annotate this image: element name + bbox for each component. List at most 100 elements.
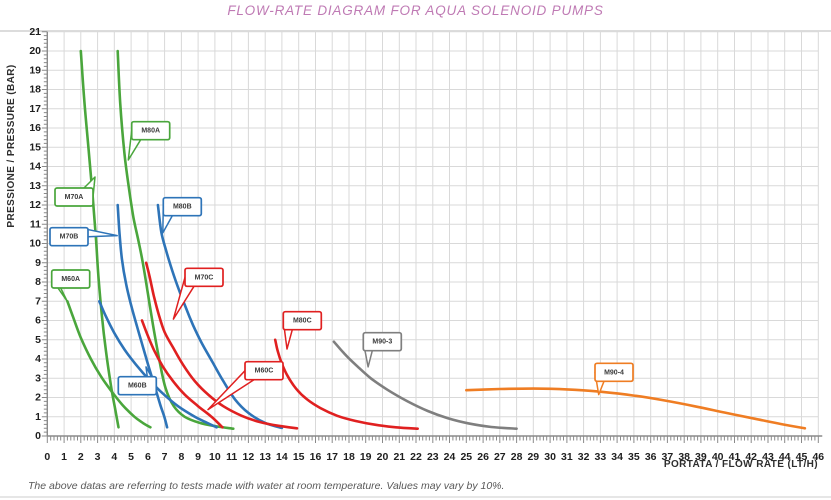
x-tick-label: 24 [444, 451, 456, 463]
x-tick-label: 2 [78, 451, 84, 463]
y-tick-label: 11 [30, 218, 41, 230]
x-tick-label: 16 [310, 451, 322, 463]
x-tick-label: 42 [745, 451, 757, 463]
y-tick-label: 9 [35, 257, 41, 269]
callout-label: M70C [195, 274, 214, 281]
x-tick-label: 34 [611, 451, 623, 463]
x-tick-label: 33 [595, 451, 607, 463]
label-m70a: M70A [54, 176, 96, 207]
y-tick-label: 8 [35, 276, 41, 288]
x-tick-label: 20 [377, 451, 389, 463]
x-tick-label: 14 [276, 451, 288, 463]
label-m70b: M70B [49, 226, 118, 247]
x-tick-label: 4 [111, 451, 117, 463]
label-m90-3: M90-3 [362, 331, 403, 368]
title-divider [0, 30, 831, 32]
x-tick-label: 25 [460, 451, 472, 463]
callout-label: M90-4 [604, 369, 624, 376]
callout-box [162, 196, 203, 217]
curve-m80c [273, 338, 419, 430]
callout-label: M90-3 [372, 339, 392, 346]
y-tick-label: 4 [35, 353, 41, 365]
x-tick-label: 6 [145, 451, 151, 463]
label-m60c: M60C [207, 360, 284, 411]
curve-m90-4 [465, 387, 807, 430]
curve-m60c [140, 319, 224, 429]
pump-curves [66, 49, 807, 430]
x-tick-label: 39 [695, 451, 707, 463]
x-tick-label: 35 [628, 451, 640, 463]
x-tick-label: 41 [729, 451, 741, 463]
x-tick-label: 26 [477, 451, 489, 463]
label-m80b: M80B [162, 196, 203, 234]
callout-box [54, 187, 94, 207]
x-tick-label: 36 [645, 451, 657, 463]
callout-label: M80B [173, 204, 192, 211]
x-tick-label: 46 [812, 451, 824, 463]
callout-box [50, 269, 91, 289]
x-tick-label: 45 [796, 451, 808, 463]
x-tick-label: 43 [762, 451, 774, 463]
x-tick-label: 32 [578, 451, 590, 463]
x-tick-label: 27 [494, 451, 506, 463]
x-tick-label: 5 [128, 451, 134, 463]
callout-label: M60C [255, 368, 274, 375]
y-tick-label: 17 [29, 103, 41, 115]
axes: 0 1 2 3 4 5 6 7 8 9 10 11 12 13 14 15 16 17 18 19 20 21 22 23 24… [29, 26, 824, 463]
x-tick-label: 17 [326, 451, 338, 463]
x-tick-label: 40 [712, 451, 724, 463]
y-axis-title: PRESSIONE / PRESSURE (BAR) [6, 64, 17, 227]
callout-box [184, 267, 224, 288]
callout-box [244, 360, 284, 381]
callout-label: M80A [141, 128, 160, 135]
x-tick-label: 1 [61, 451, 67, 463]
x-tick-label: 12 [243, 451, 255, 463]
callout-label: M80C [293, 318, 312, 325]
curve-callouts: M60A M70A M80A M60B M70B M80B M60C M70C M80C M90-… [49, 120, 634, 411]
x-tick-label: 7 [162, 451, 168, 463]
curve-m60a [66, 300, 152, 429]
y-tick-label: 21 [29, 26, 41, 38]
curve-m80b [156, 203, 284, 430]
x-tick-label: 13 [259, 451, 271, 463]
callout-label: M70A [65, 194, 84, 201]
curve-m70c [144, 261, 299, 430]
y-tick-label: 6 [35, 315, 41, 327]
x-tick-label: 23 [427, 451, 439, 463]
callout-label: M60A [61, 276, 80, 283]
y-tick-label: 3 [35, 372, 41, 384]
label-m90-4: M90-4 [594, 362, 634, 396]
x-tick-label: 18 [343, 451, 355, 463]
x-tick-label: 21 [393, 451, 405, 463]
callout-box [282, 310, 323, 331]
x-tick-label: 15 [293, 451, 305, 463]
curve-m90-3 [332, 340, 518, 430]
callout-box [362, 331, 403, 352]
y-tick-label: 19 [29, 64, 41, 76]
y-tick-label: 16 [29, 122, 41, 134]
y-tick-label: 0 [35, 430, 41, 442]
y-tick-label: 5 [35, 334, 41, 346]
label-m60a: M60A [50, 269, 91, 303]
x-tick-label: 31 [561, 451, 573, 463]
label-m70c: M70C [172, 267, 224, 320]
y-tick-label: 7 [35, 295, 41, 307]
x-tick-label: 3 [95, 451, 101, 463]
x-tick-label: 10 [209, 451, 221, 463]
x-tick-label: 38 [678, 451, 690, 463]
callout-box [130, 120, 171, 141]
bottom-divider [0, 496, 831, 498]
callout-label: M70B [60, 234, 79, 241]
label-m60b: M60B [117, 366, 158, 396]
y-tick-label: 10 [29, 238, 41, 250]
chart-title: FLOW-RATE DIAGRAM FOR AQUA SOLENOID PUMP… [227, 3, 604, 18]
y-tick-label: 1 [35, 411, 41, 423]
callout-box [117, 375, 158, 396]
y-tick-label: 2 [35, 392, 41, 404]
x-tick-label: 11 [226, 451, 237, 463]
curve-m70a [79, 49, 120, 429]
y-tick-label: 18 [29, 84, 41, 96]
x-tick-label: 0 [44, 451, 50, 463]
y-tick-label: 13 [29, 180, 41, 192]
